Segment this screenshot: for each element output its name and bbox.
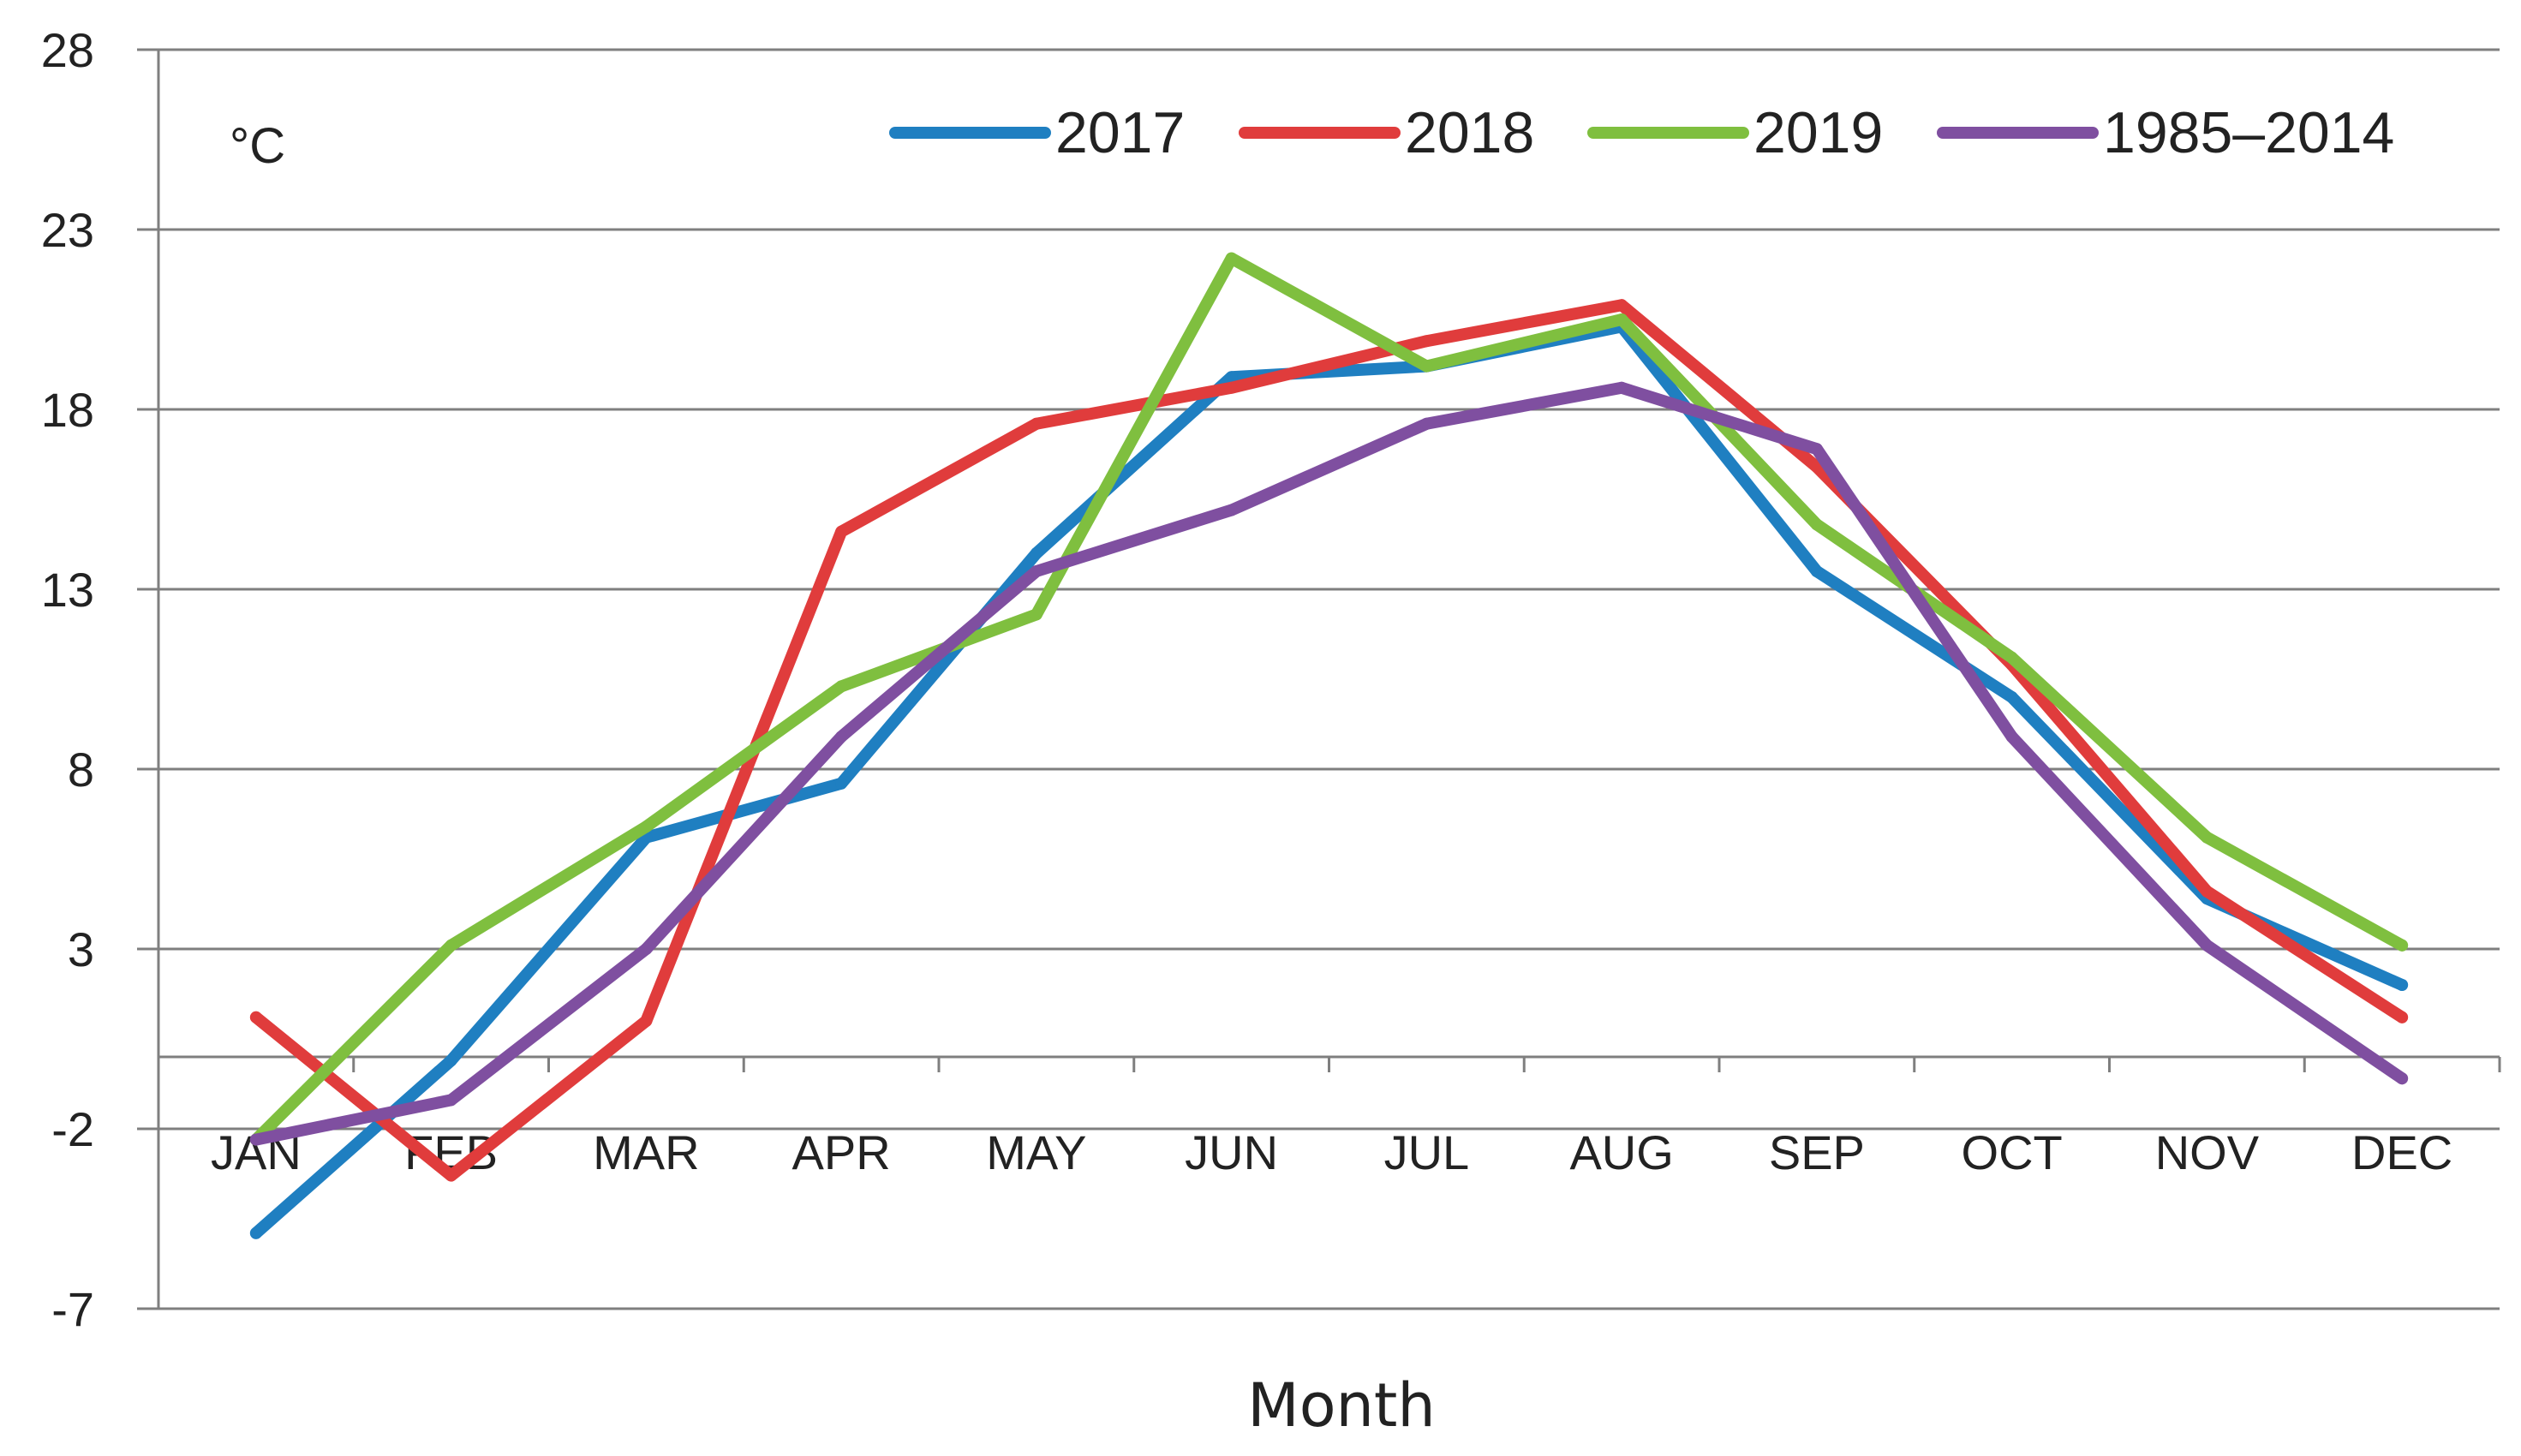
- gridlines: [137, 48, 2501, 1310]
- x-tick-label-jun: JUN: [1185, 1125, 1278, 1179]
- data-point-1-1: [445, 1169, 457, 1182]
- data-point-0-11: [2396, 979, 2409, 991]
- data-point-0-3: [835, 777, 848, 790]
- x-axis-ticks: JAN FEB MAR APR MAY JUN JUL AUG SEP OCT NOV DEC: [211, 1125, 2452, 1179]
- series-line-0: [249, 320, 2409, 1239]
- data-point-1-7: [1616, 299, 1628, 312]
- data-point-1-11: [2396, 1011, 2409, 1023]
- data-point-0-8: [1810, 565, 1823, 577]
- x-tick-label-oct: OCT: [1962, 1125, 2063, 1179]
- y-tick-label: -2: [51, 1102, 94, 1156]
- series-line-3: [249, 381, 2409, 1146]
- data-point-2-9: [2005, 651, 2018, 664]
- series-lines: [249, 252, 2409, 1239]
- y-tick-label: 28: [41, 23, 94, 77]
- legend-label-1: 2018: [1405, 100, 1534, 165]
- data-point-0-9: [2005, 691, 2018, 703]
- x-tick-label-jul: JUL: [1384, 1125, 1470, 1179]
- data-point-3-1: [445, 1094, 457, 1107]
- data-point-3-10: [2201, 939, 2213, 952]
- data-point-1-2: [640, 1015, 653, 1027]
- x-tick-label-may: MAY: [986, 1125, 1086, 1179]
- data-point-2-10: [2201, 831, 2213, 844]
- data-point-2-3: [835, 680, 848, 693]
- data-point-3-8: [1810, 443, 1823, 456]
- data-point-3-5: [1225, 504, 1238, 516]
- data-point-3-4: [1030, 565, 1042, 577]
- y-tick-label: 8: [68, 743, 94, 797]
- series-line-2: [249, 252, 2409, 1146]
- y-tick-label: 13: [41, 563, 94, 617]
- x-tick-label-sep: SEP: [1769, 1125, 1865, 1179]
- data-point-3-7: [1616, 381, 1628, 394]
- data-point-2-2: [640, 820, 653, 833]
- legend: 2017 2018 2019 1985–2014: [889, 100, 2394, 165]
- data-point-0-1: [445, 1054, 457, 1067]
- data-point-3-0: [249, 1133, 262, 1146]
- data-point-2-6: [1420, 360, 1433, 373]
- y-axis-unit-label: °C: [230, 118, 285, 174]
- data-point-3-3: [835, 731, 848, 743]
- data-point-2-8: [1810, 518, 1823, 531]
- data-point-3-6: [1420, 417, 1433, 430]
- data-point-0-4: [1030, 547, 1042, 559]
- data-point-3-2: [640, 943, 653, 955]
- x-tick-label-dec: DEC: [2351, 1125, 2452, 1179]
- data-point-1-6: [1420, 335, 1433, 348]
- x-tick-label-nov: NOV: [2155, 1125, 2260, 1179]
- legend-label-0: 2017: [1055, 100, 1185, 165]
- data-point-2-1: [445, 939, 457, 952]
- x-tick-label-aug: AUG: [1569, 1125, 1673, 1179]
- data-point-1-3: [835, 525, 848, 538]
- data-point-1-0: [249, 1011, 262, 1023]
- x-tick-label-apr: APR: [792, 1125, 891, 1179]
- data-point-1-10: [2201, 885, 2213, 898]
- y-tick-label: 3: [68, 922, 94, 976]
- legend-label-2: 2019: [1753, 100, 1883, 165]
- series-line-1: [249, 299, 2409, 1182]
- x-axis-title: Month: [1247, 1370, 1435, 1441]
- y-tick-label: 18: [41, 383, 94, 437]
- data-point-2-7: [1616, 313, 1628, 325]
- data-point-1-5: [1225, 381, 1238, 394]
- data-point-3-9: [2005, 731, 2018, 743]
- data-point-2-4: [1030, 608, 1042, 621]
- data-point-2-11: [2396, 939, 2409, 952]
- data-point-1-4: [1030, 417, 1042, 430]
- x-tick-label-mar: MAR: [593, 1125, 699, 1179]
- data-point-2-5: [1225, 252, 1238, 265]
- data-point-3-11: [2396, 1072, 2409, 1085]
- data-point-0-5: [1225, 371, 1238, 384]
- y-tick-label: -7: [51, 1282, 94, 1336]
- legend-label-3: 1985–2014: [2103, 100, 2394, 165]
- y-axis-ticks: 28 23 18 13 8 3 -2 -7: [41, 23, 94, 1336]
- y-tick-label: 23: [41, 203, 94, 257]
- data-point-0-0: [249, 1226, 262, 1239]
